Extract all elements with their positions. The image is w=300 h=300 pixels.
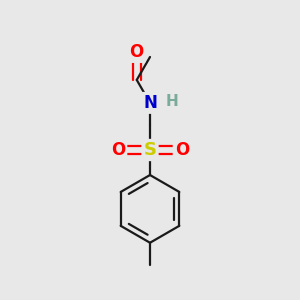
Text: O: O: [130, 43, 144, 61]
Text: O: O: [111, 141, 125, 159]
Text: N: N: [143, 94, 157, 112]
Text: S: S: [143, 141, 157, 159]
Text: O: O: [175, 141, 189, 159]
Text: H: H: [166, 94, 178, 109]
